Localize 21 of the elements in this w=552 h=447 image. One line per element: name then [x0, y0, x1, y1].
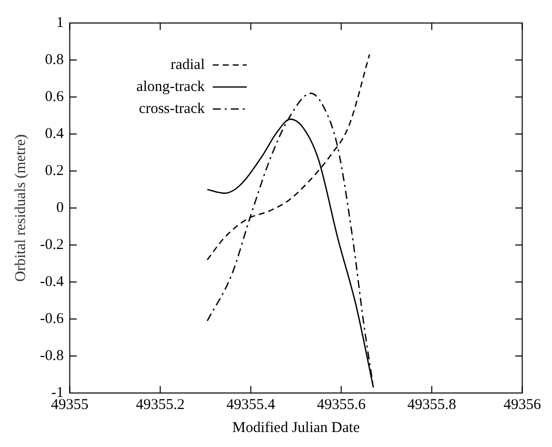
legend-label: cross-track: [138, 100, 206, 117]
legend-label: radial: [170, 56, 205, 73]
y-tick-label: 0: [56, 200, 64, 216]
y-tick-label: -0.8: [40, 348, 64, 364]
x-tick-label: 49355.6: [316, 396, 366, 413]
legend-label: along-track: [136, 78, 206, 95]
x-tick-label: 49356: [504, 396, 542, 413]
x-tick-label: 49355.2: [136, 396, 185, 413]
y-tick-label: 1: [56, 14, 64, 31]
y-tick-label: 0.4: [44, 126, 64, 142]
x-tick-label: 49355.4: [226, 396, 276, 413]
y-tick-label: -0.2: [40, 236, 64, 253]
y-tick-label: 0.8: [44, 52, 64, 68]
y-tick-label: 0.6: [44, 88, 64, 105]
x-tick-label: 49355.8: [407, 396, 456, 413]
y-tick-label: 0.2: [44, 162, 64, 179]
x-tick-label: 49355: [50, 396, 88, 413]
x-axis-title: Modified Julian Date: [232, 420, 360, 436]
y-tick-label: -0.6: [40, 310, 64, 327]
y-tick-label: -0.4: [40, 274, 64, 290]
y-axis-title: Orbital residuals (metre): [12, 134, 29, 282]
